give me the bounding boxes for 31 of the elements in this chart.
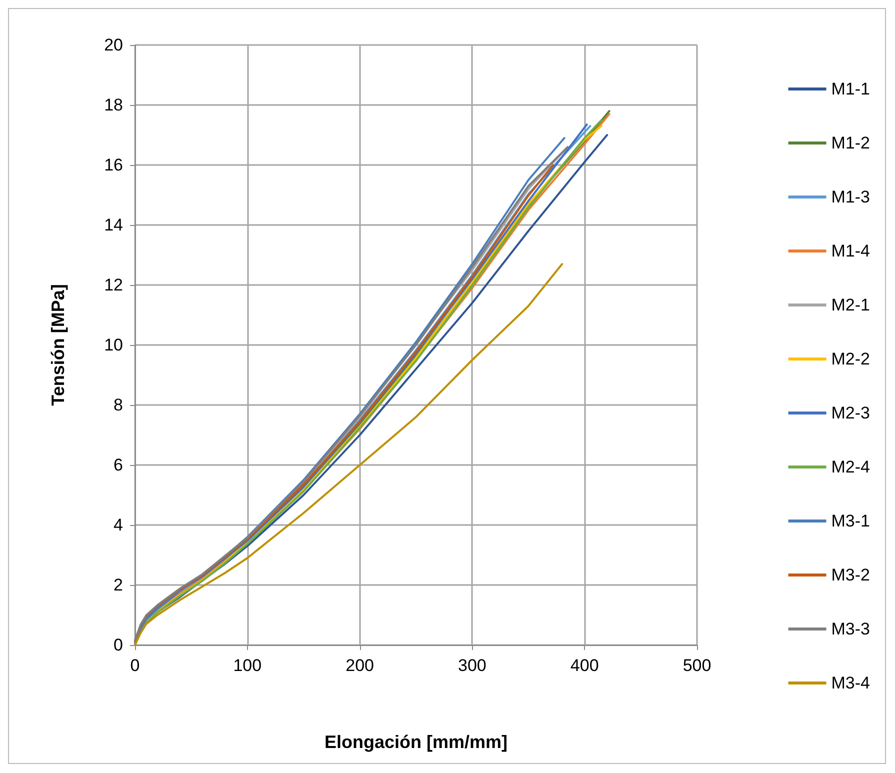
- y-tick-label: 16: [104, 156, 123, 174]
- y-tick-label: 14: [104, 216, 123, 234]
- y-tick-label: 8: [114, 396, 123, 414]
- x-tick-label: 100: [233, 656, 262, 675]
- x-axis-title: Elongación [mm/mm]: [324, 732, 508, 752]
- legend-label: M2-3: [831, 404, 870, 422]
- legend-label: M1-3: [831, 188, 870, 206]
- y-tick-label: 6: [114, 456, 123, 474]
- legend-label: M2-2: [831, 350, 870, 368]
- x-tick-label: 500: [682, 656, 712, 675]
- legend-label: M3-2: [831, 566, 870, 584]
- y-tick-label: 0: [114, 636, 123, 654]
- legend-label: M1-2: [831, 134, 870, 152]
- y-tick-label: 10: [104, 336, 123, 354]
- x-tick-label: 0: [130, 656, 140, 675]
- legend-label: M3-4: [831, 674, 870, 692]
- y-tick-label: 4: [114, 516, 123, 534]
- x-tick-label: 400: [570, 656, 599, 675]
- y-tick-label: 20: [104, 36, 123, 54]
- legend-label: M3-1: [831, 512, 870, 530]
- legend-label: M1-1: [831, 80, 870, 98]
- x-tick-label: 300: [458, 656, 486, 675]
- y-tick-label: 2: [114, 576, 123, 594]
- legend-label: M1-4: [831, 242, 870, 260]
- y-axis-title: Tensión [MPa]: [48, 284, 68, 406]
- x-tick-label: 200: [346, 656, 374, 675]
- legend-label: M3-3: [831, 620, 870, 638]
- legend-label: M2-4: [831, 458, 870, 476]
- y-tick-label: 12: [104, 276, 123, 294]
- y-tick-label: 18: [104, 96, 123, 114]
- legend-label: M2-1: [831, 296, 870, 314]
